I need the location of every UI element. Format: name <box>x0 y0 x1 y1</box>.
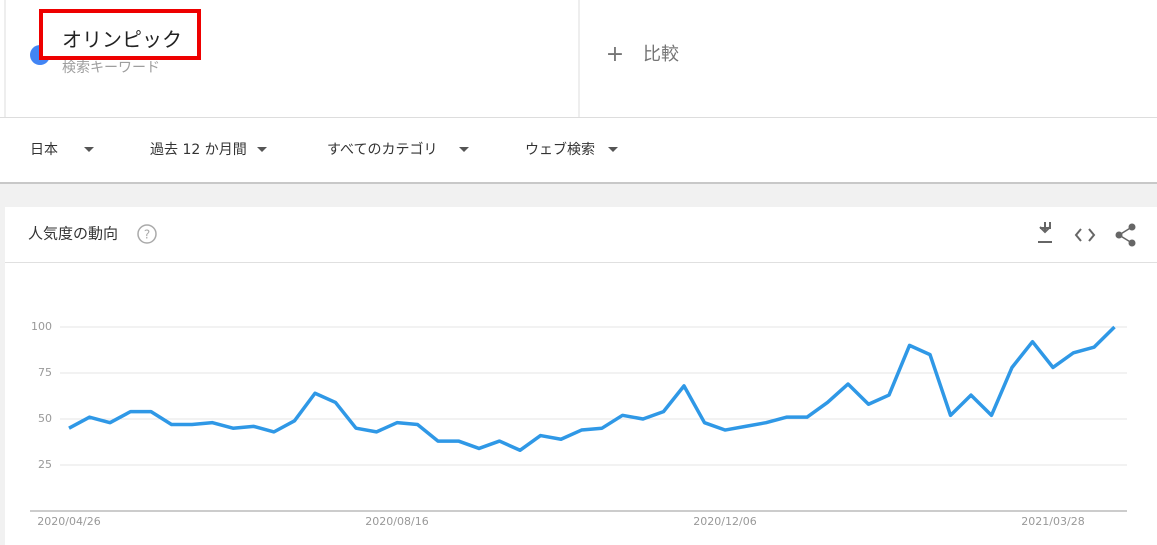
y-tick-label: 50 <box>38 412 52 425</box>
compare[interactable]: 比較 <box>643 44 679 65</box>
search-term[interactable]: オリンピック <box>62 28 182 52</box>
help-icon[interactable] <box>137 224 157 244</box>
x-tick-label: 2020/04/26 <box>37 515 100 528</box>
term-type: 検索キーワード <box>62 59 160 76</box>
add-icon[interactable]: + <box>606 42 624 67</box>
dropdown-arrow[interactable] <box>84 147 94 152</box>
y-tick-label: 75 <box>38 366 52 379</box>
plot: 25 50 75 100 2020/04/26 2020/08/16 2020/12/06 2… <box>30 320 1127 528</box>
filter-bar: 日本 過去 12 か月間 すべてのカテゴリ ウェブ検索 <box>30 141 618 158</box>
share-icon[interactable] <box>1115 223 1136 247</box>
card <box>5 207 1157 545</box>
dropdown-arrow[interactable] <box>459 147 469 152</box>
highlight-box <box>39 9 201 60</box>
filter[interactable]: 日本 <box>30 142 58 158</box>
y-tick-label: 25 <box>38 458 52 471</box>
filter[interactable]: 過去 12 か月間 <box>150 142 247 158</box>
x-tick-label: 2021/03/28 <box>1021 515 1084 528</box>
dropdown-arrow[interactable] <box>608 147 618 152</box>
card-title: 人気度の動向 <box>28 225 118 243</box>
help-mark: ? <box>144 228 150 242</box>
download-icon[interactable] <box>1038 222 1052 243</box>
filter[interactable]: すべてのカテゴリ <box>327 141 437 158</box>
x-tick-label: 2020/12/06 <box>693 515 756 528</box>
embed-icon[interactable] <box>1074 228 1096 242</box>
y-tick-label: 100 <box>31 320 52 333</box>
filter[interactable]: ウェブ検索 <box>525 141 595 158</box>
trend-line <box>68 325 1116 453</box>
dropdown-arrow[interactable] <box>257 147 267 152</box>
x-tick-label: 2020/08/16 <box>365 515 428 528</box>
